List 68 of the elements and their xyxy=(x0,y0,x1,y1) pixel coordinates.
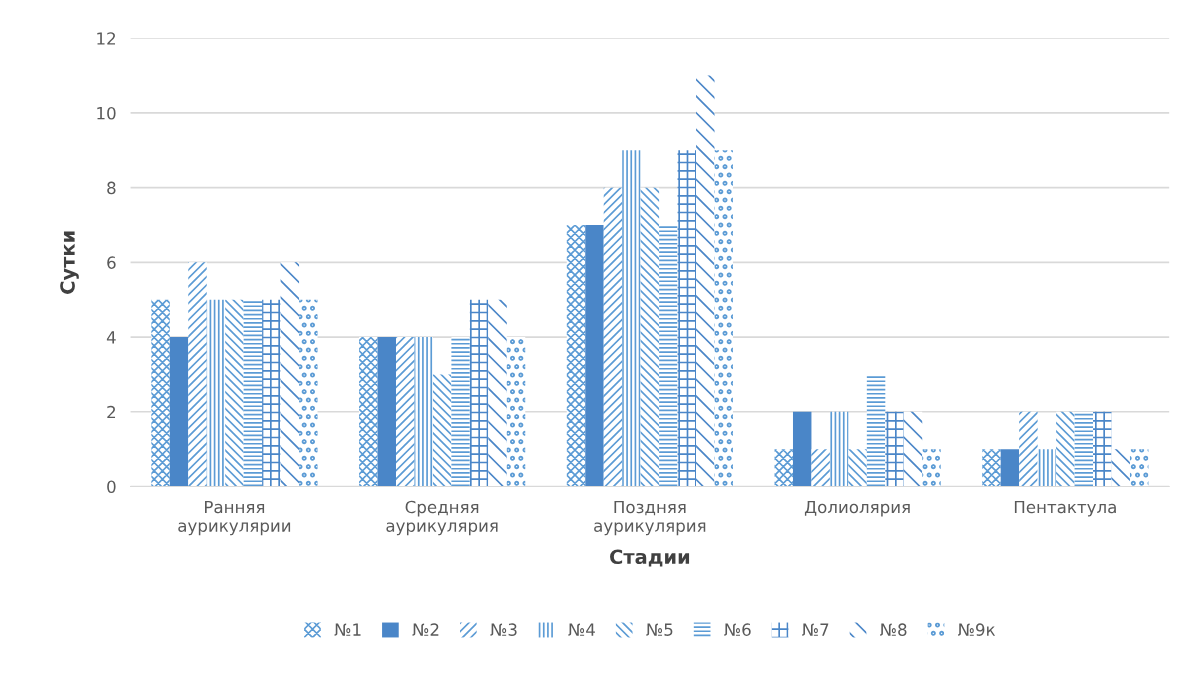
y-tick-label: 12 xyxy=(97,32,116,45)
y-tick-label: 4 xyxy=(106,331,116,344)
y-tick-label: 0 xyxy=(107,480,116,494)
bar xyxy=(414,337,433,487)
legend-label: №3 xyxy=(490,623,517,636)
x-tick-label: Средняя аурикулярия xyxy=(386,500,498,536)
bar xyxy=(299,299,318,487)
bar xyxy=(866,374,886,487)
y-tick-label: 2 xyxy=(107,405,116,419)
legend-label: №5 xyxy=(646,623,673,636)
bar xyxy=(622,150,641,487)
bar xyxy=(488,299,507,487)
bar xyxy=(451,337,470,487)
legend-label: №1 xyxy=(334,623,361,636)
bar xyxy=(696,75,715,487)
y-tick-label: 10 xyxy=(97,106,116,120)
bar xyxy=(469,299,489,487)
legend-label: №6 xyxy=(724,623,751,636)
bar xyxy=(774,449,793,487)
bar xyxy=(585,225,604,487)
bar xyxy=(1056,411,1075,487)
y-tick-label: 8 xyxy=(107,181,116,195)
legend-label: №9к xyxy=(958,623,996,636)
bar xyxy=(566,225,586,487)
bar xyxy=(903,411,923,487)
bar xyxy=(1111,449,1130,487)
bar xyxy=(280,262,300,487)
x-tick-label: Ранняя аурикулярии xyxy=(178,500,291,536)
bar xyxy=(188,262,207,487)
bar xyxy=(262,299,281,487)
bar xyxy=(848,449,867,487)
bar xyxy=(151,299,170,487)
bar xyxy=(1037,449,1057,487)
bar xyxy=(982,449,1001,487)
bar xyxy=(677,150,697,487)
bar xyxy=(1074,411,1094,487)
x-tick-label: Пентактула xyxy=(1014,500,1116,517)
bar xyxy=(792,411,812,487)
bar xyxy=(922,449,941,487)
bar xyxy=(640,187,660,487)
bar xyxy=(432,374,452,487)
bar xyxy=(1019,411,1038,487)
x-tick-label: Поздняя аурикулярия xyxy=(594,500,706,536)
bar xyxy=(811,449,830,487)
y-tick-label: 6 xyxy=(107,256,116,269)
bar xyxy=(1129,449,1149,487)
bar xyxy=(659,225,678,487)
legend-label: №8 xyxy=(880,623,907,636)
legend-label: №7 xyxy=(802,623,829,636)
bar xyxy=(359,337,378,487)
bar xyxy=(603,187,623,487)
bar xyxy=(1000,449,1020,487)
x-tick-label: Долиолярия xyxy=(804,500,910,517)
bar xyxy=(377,337,396,487)
legend-label: №4 xyxy=(568,623,595,636)
bar xyxy=(169,337,189,487)
bar xyxy=(396,337,415,487)
bar xyxy=(225,299,244,487)
legend-label: №2 xyxy=(412,623,439,636)
y-axis-title: Сутки xyxy=(60,231,79,294)
bar xyxy=(885,411,904,487)
bar xyxy=(714,150,733,487)
bar xyxy=(506,337,526,487)
bar xyxy=(829,411,849,487)
bar xyxy=(1093,411,1112,487)
bar xyxy=(243,299,263,487)
bar xyxy=(206,299,226,487)
x-axis-title: Стадии xyxy=(610,549,690,567)
